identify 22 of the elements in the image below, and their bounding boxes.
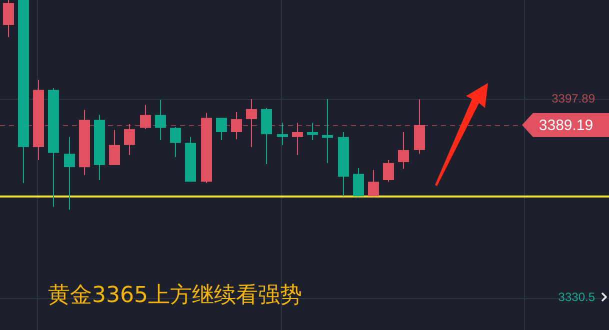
candlestick xyxy=(124,124,135,156)
candlestick xyxy=(109,129,120,166)
candlestick xyxy=(322,98,333,164)
candlestick xyxy=(216,117,227,140)
y-tick-label: 3330.5 xyxy=(558,290,596,304)
annotation: 黄金3365上方继续看强势 xyxy=(48,283,302,308)
candlestick xyxy=(292,122,303,156)
y-tick-label: 3397.89 xyxy=(552,92,596,106)
candlestick xyxy=(383,159,394,182)
candlestick xyxy=(246,98,257,148)
candlestick xyxy=(353,167,364,197)
candlestick xyxy=(277,122,288,146)
candlestick xyxy=(3,0,14,38)
candlestick xyxy=(170,126,181,158)
candlestick xyxy=(398,132,409,170)
candlestick xyxy=(307,122,318,140)
candlestick xyxy=(231,111,242,140)
candlestick xyxy=(368,170,379,197)
candlestick xyxy=(140,104,151,130)
candlestick xyxy=(155,99,166,140)
ref-line-label: 3389.19 xyxy=(538,117,594,134)
candlestick xyxy=(64,136,75,210)
